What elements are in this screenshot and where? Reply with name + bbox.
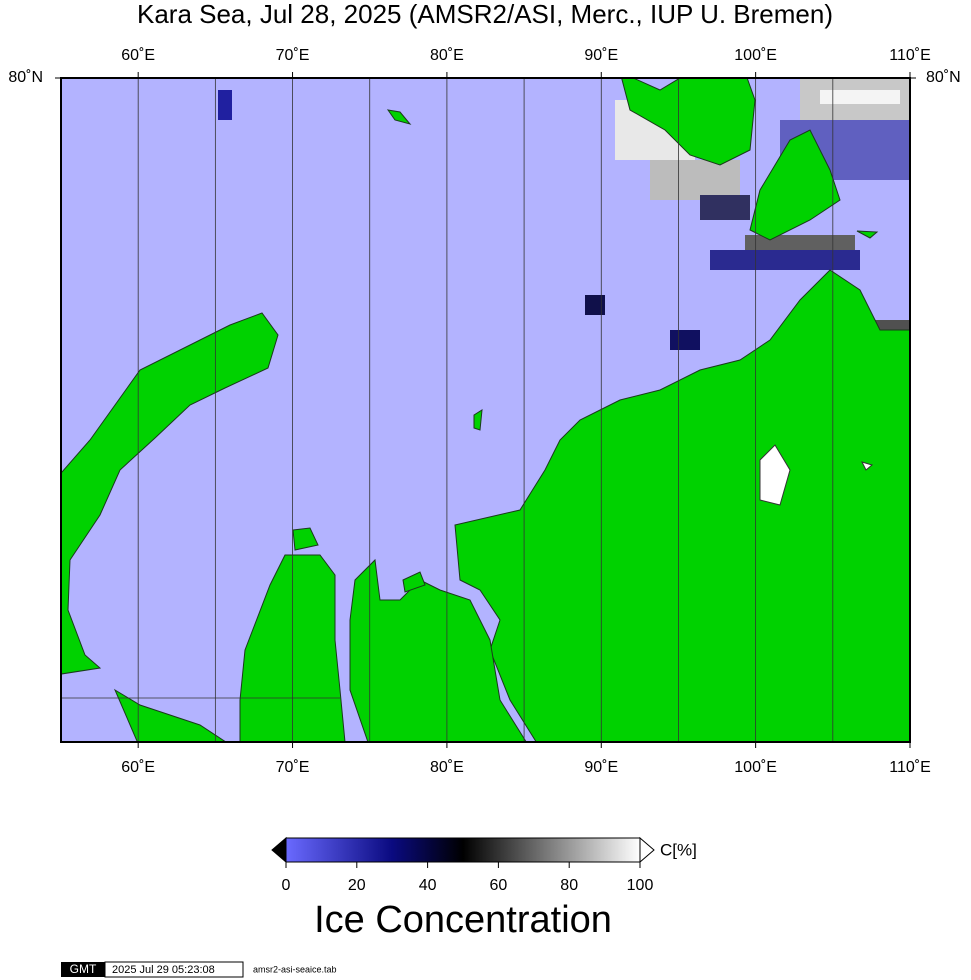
footer: GMT 2025 Jul 29 05:23:08 amsr2-asi-seaic… xyxy=(61,961,337,978)
logo-box xyxy=(61,962,105,977)
x-tick-label: 110˚E xyxy=(889,759,931,776)
title: Kara Sea, Jul 28, 2025 (AMSR2/ASI, Merc.… xyxy=(137,0,833,29)
timestamp-box xyxy=(104,961,244,978)
x-tick-label: 90˚E xyxy=(584,47,618,64)
colorbar-gradient xyxy=(285,837,641,863)
x-tick-label: 60˚E xyxy=(121,47,155,64)
meridian-grid xyxy=(137,78,834,742)
map-frame xyxy=(60,77,911,743)
colorbar-tick-label: 40 xyxy=(419,877,437,894)
colorbar-label: Ice Concentration xyxy=(314,899,612,941)
axis-ticks: 60˚E 60˚E 70˚E 70˚E 80˚E 80˚E 90˚E 90˚E 100˚E 100… xyxy=(8,47,960,776)
x-tick-label: 100˚E xyxy=(734,759,777,776)
x-tick-label: 70˚E xyxy=(276,759,310,776)
y-tick-label: 80˚N xyxy=(926,69,961,86)
y-tick-label: 80˚N xyxy=(8,69,43,86)
colorbar-unit: C[%] xyxy=(660,840,697,859)
colorbar-tick-label: 60 xyxy=(490,877,508,894)
x-tick-label: 80˚E xyxy=(430,759,464,776)
x-tick-label: 110˚E xyxy=(889,47,931,64)
lakes xyxy=(759,444,874,506)
colorbar-high-arrow xyxy=(639,836,655,864)
colorbar-low-arrow xyxy=(271,836,287,864)
file-name: amsr2-asi-seaice.tab xyxy=(253,964,337,974)
timestamp: 2025 Jul 29 05:23:08 xyxy=(112,964,215,976)
map-area xyxy=(61,78,910,742)
x-tick-label: 70˚E xyxy=(276,47,310,64)
logo: GMT xyxy=(70,962,97,976)
x-tick-label: 60˚E xyxy=(121,759,155,776)
colorbar-tick-label: 20 xyxy=(348,877,366,894)
x-tick-label: 80˚E xyxy=(430,47,464,64)
colorbar-tick-label: 100 xyxy=(627,877,654,894)
colorbar: C[%] Ice Concentration 0 20 40 60 80 100 xyxy=(271,836,697,941)
x-tick-label: 100˚E xyxy=(734,47,777,64)
colorbar-tick-label: 0 xyxy=(282,877,291,894)
land xyxy=(61,78,910,742)
x-tick-label: 90˚E xyxy=(584,759,618,776)
colorbar-tick-label: 80 xyxy=(560,877,578,894)
